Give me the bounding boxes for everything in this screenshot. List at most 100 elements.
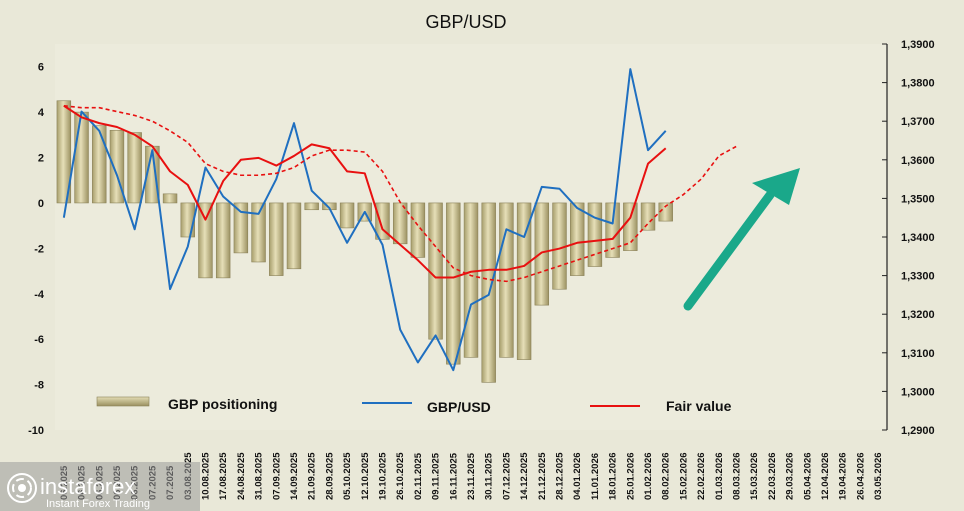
- x-axis-tick-label: 16.11.2025: [448, 452, 459, 500]
- positioning-bar: [587, 202, 603, 267]
- positioning-bar: [392, 202, 408, 245]
- positioning-bar: [570, 202, 585, 276]
- x-axis-tick-label: 11.01.2026: [590, 453, 601, 500]
- legend-label-fair-value: Fair value: [666, 398, 732, 414]
- x-axis-tick-label: 26.04.2026: [855, 452, 866, 500]
- left-axis-tick-label: -8: [34, 380, 44, 392]
- x-axis-tick-label: 28.09.2025: [324, 452, 335, 500]
- positioning-bar: [463, 202, 479, 358]
- legend: GBP positioning GBP/USD Fair value: [96, 396, 732, 415]
- watermark-tagline: Instant Forex Trading: [46, 498, 150, 510]
- positioning-bar: [640, 202, 656, 231]
- positioning-bar: [623, 202, 638, 251]
- x-axis-tick-label: 12.04.2026: [820, 452, 831, 500]
- positioning-bar: [162, 193, 178, 204]
- annotation-layer: [683, 168, 800, 311]
- legend-label-gbpusd: GBP/USD: [427, 399, 491, 415]
- x-axis-tick-label: 07.12.2025: [501, 452, 512, 500]
- positioning-bar: [215, 202, 231, 279]
- x-axis-tick-label: 19.04.2026: [838, 452, 849, 500]
- x-axis-tick-label: 04.01.2026: [572, 452, 583, 500]
- positioning-bar: [180, 202, 195, 238]
- positioning-bar: [534, 202, 550, 306]
- x-axis-tick-label: 21.09.2025: [307, 452, 318, 500]
- right-axis-tick-label: 1,3100: [901, 348, 935, 360]
- x-axis-tick-label: 17.08.2025: [218, 452, 229, 500]
- x-axis-tick-label: 22.02.2026: [696, 452, 707, 500]
- x-axis-tick-label: 14.12.2025: [519, 452, 530, 500]
- x-axis-tick-label: 24.08.2025: [236, 452, 247, 500]
- positioning-bar: [233, 202, 249, 254]
- x-axis-tick-label: 08.02.2026: [661, 452, 672, 500]
- positioning-bar: [198, 202, 213, 279]
- x-axis-tick-label: 18.01.2026: [608, 452, 619, 500]
- x-axis-tick-label: 14.09.2025: [289, 452, 300, 500]
- axes-layer: 6 4 2 0 -2 -4 -6 -8 -10 1,3900 1,3800 1,3700 1,3600 1…: [28, 39, 935, 500]
- x-axis-tick-label: 15.03.2026: [749, 452, 760, 500]
- left-axis-tick-label: -6: [34, 334, 44, 346]
- positioning-bar: [74, 111, 89, 204]
- positioning-bar: [286, 202, 302, 270]
- right-axis-tick-label: 1,3300: [901, 271, 935, 283]
- right-axis-tick-label: 1,3800: [901, 78, 935, 90]
- x-axis-tick-label: 10.08.2025: [201, 452, 212, 500]
- positioning-bar: [446, 202, 461, 365]
- x-axis-tick-label: 03.05.2026: [873, 452, 884, 500]
- x-axis-tick-label: 01.03.2026: [714, 452, 725, 500]
- x-axis-tick-label: 09.11.2025: [431, 452, 442, 500]
- positioning-bar: [92, 125, 107, 204]
- right-axis-tick-label: 1,3400: [901, 232, 935, 244]
- right-axis-tick-label: 1,3700: [901, 116, 935, 128]
- legend-swatch-positioning: [96, 396, 150, 407]
- x-axis-tick-label: 08.03.2026: [732, 452, 743, 500]
- instaforex-logo-icon: [7, 473, 37, 503]
- x-axis-tick-label: 26.10.2025: [395, 452, 406, 500]
- x-axis-tick-label: 28.12.2025: [555, 452, 566, 500]
- x-axis-tick-label: 29.03.2026: [785, 452, 796, 500]
- right-axis-tick-label: 1,3900: [901, 39, 935, 51]
- fair-value-forecast-line: [63, 104, 737, 283]
- chart-title: GBP/USD: [425, 12, 506, 32]
- left-axis-tick-label: -2: [34, 243, 44, 255]
- positioning-bar: [516, 202, 532, 360]
- right-axis-tick-label: 1,3000: [901, 386, 935, 398]
- positioning-bar: [428, 202, 443, 340]
- watermark-brand: instaforex: [40, 474, 135, 499]
- x-axis-tick-label: 22.03.2026: [767, 452, 778, 500]
- positioning-bar: [658, 202, 673, 222]
- left-axis-tick-label: 6: [38, 62, 44, 74]
- watermark-background: [0, 462, 200, 511]
- left-axis-tick-label: 0: [38, 198, 44, 210]
- x-axis-tick-label: 25.01.2026: [625, 452, 636, 500]
- x-axis-tick-label: 15.02.2026: [678, 452, 689, 500]
- lines-layer: [62, 68, 737, 372]
- positioning-bar: [339, 202, 355, 229]
- trend-arrow-head: [752, 168, 800, 205]
- x-axis-tick-label: 05.10.2025: [342, 452, 353, 500]
- x-axis-tick-label: 12.10.2025: [360, 452, 371, 500]
- legend-label-positioning: GBP positioning: [168, 396, 277, 412]
- x-axis-tick-label: 05.04.2026: [802, 452, 813, 500]
- x-axis-tick-label: 30.11.2025: [484, 452, 495, 500]
- positioning-bar: [269, 202, 284, 276]
- trend-arrow-shaft: [683, 190, 775, 311]
- x-axis-tick-label: 31.08.2025: [254, 452, 265, 500]
- left-axis-tick-label: -4: [34, 289, 45, 301]
- positioning-bar: [304, 202, 319, 211]
- fair-value-line: [63, 104, 667, 279]
- right-axis-tick-label: 1,3200: [901, 309, 935, 321]
- x-axis-tick-label: 19.10.2025: [378, 452, 389, 500]
- x-axis-tick-label: 21.12.2025: [537, 452, 548, 500]
- positioning-bar: [410, 202, 426, 258]
- watermark: instaforex Instant Forex Trading: [0, 462, 200, 511]
- x-axis-tick-label: 02.11.2025: [413, 452, 424, 500]
- left-axis-tick-label: -10: [28, 425, 44, 437]
- positioning-bar: [375, 202, 390, 240]
- positioning-bar: [127, 132, 142, 204]
- bars-layer: [56, 100, 673, 383]
- left-axis-tick-label: 4: [38, 107, 45, 119]
- x-axis-tick-label: 01.02.2026: [643, 452, 654, 500]
- x-axis-tick-label: 23.11.2025: [466, 452, 477, 500]
